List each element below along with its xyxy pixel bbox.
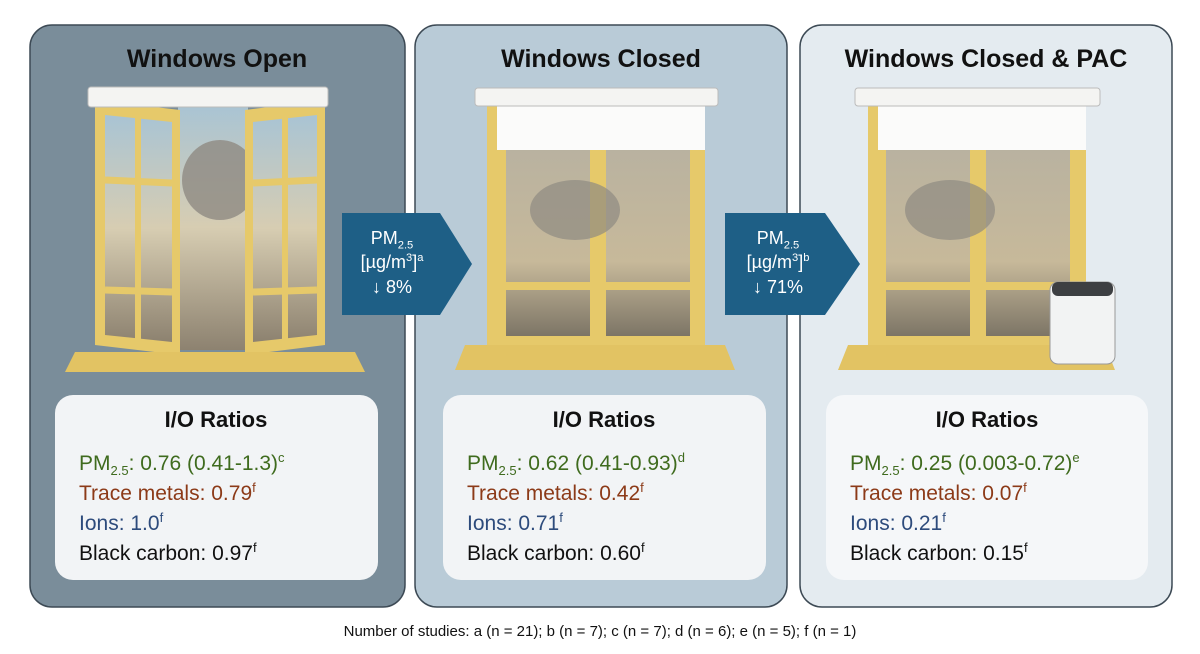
subscript: 2.5 — [498, 463, 517, 479]
arrow — [342, 213, 472, 315]
subscript: 2.5 — [397, 239, 414, 252]
subscript: 2.5 — [783, 239, 800, 252]
footnote-ref: d — [677, 450, 685, 465]
ratio-line: Trace metals: 0.07f — [850, 480, 1027, 506]
ratio-line: Trace metals: 0.42f — [467, 480, 644, 506]
arrow-unit: [µg/m — [360, 251, 406, 272]
arrow — [725, 213, 860, 315]
footnote-ref: f — [640, 480, 644, 495]
footnote-ref: f — [942, 510, 946, 525]
arrow-text: PM2.5 [µg/m3]b ↓ 71% — [747, 228, 810, 298]
arrow-line: [µg/m3]a — [361, 252, 424, 273]
footnote-ref: f — [1023, 540, 1028, 555]
footnote-ref: f — [559, 510, 563, 525]
ratio-text: Ions: 1.0 — [79, 512, 160, 535]
ratio-label: PM — [79, 452, 111, 475]
ratio-text: Black carbon: 0.97 — [79, 542, 253, 565]
arrow-unit: ] — [412, 251, 418, 272]
ratios-title: I/O Ratios — [552, 407, 656, 432]
arrow-unit: [µg/m — [746, 251, 792, 272]
panel-title: Windows Closed & PAC — [844, 45, 1128, 73]
arrow-line: [µg/m3]b — [747, 252, 810, 273]
footnote-ref: f — [159, 510, 164, 525]
ratio-text: Black carbon: 0.60 — [467, 542, 641, 565]
arrow-line: PM2.5 — [361, 228, 424, 252]
arrow-unit: ] — [798, 251, 804, 272]
ratio-line: PM2.5: 0.25 (0.003-0.72)e — [850, 450, 1080, 478]
ratio-line: Black carbon: 0.60f — [467, 540, 645, 566]
arrow-text: PM2.5 [µg/m3]a ↓ 8% — [361, 228, 424, 298]
ratio-line: Black carbon: 0.15f — [850, 540, 1028, 566]
ratio-text: : 0.25 (0.003-0.72) — [899, 452, 1073, 475]
ratio-line: PM2.5: 0.62 (0.41-0.93)d — [467, 450, 685, 478]
footnote-ref: f — [252, 540, 257, 555]
superscript: 3 — [405, 251, 413, 264]
ratio-text: Trace metals: 0.79 — [79, 482, 253, 505]
arrow-label: PM — [756, 228, 784, 248]
arrow-line: PM2.5 — [747, 228, 810, 252]
footnote: Number of studies: a (n = 21); b (n = 7)… — [343, 623, 857, 640]
arrow-label: PM — [370, 228, 398, 248]
footnote-ref: f — [1023, 480, 1027, 495]
arrow-change: ↓ 8% — [371, 276, 413, 297]
ratio-label: PM — [850, 452, 882, 475]
ratio-text: Trace metals: 0.07 — [850, 482, 1024, 505]
ratio-label: PM — [467, 452, 499, 475]
ratio-text: Ions: 0.71 — [467, 512, 560, 535]
ratio-box — [826, 395, 1148, 580]
ratio-box — [55, 395, 378, 580]
ratio-text: : 0.76 (0.41-1.3) — [128, 452, 279, 475]
superscript: 3 — [791, 251, 799, 264]
window-closed — [455, 87, 735, 370]
subscript: 2.5 — [110, 463, 129, 479]
ratio-line: Ions: 0.21f — [850, 510, 946, 536]
arrow-change: ↓ 71% — [752, 276, 804, 297]
ratio-line: Black carbon: 0.97f — [79, 540, 257, 566]
ratio-line: PM2.5: 0.76 (0.41-1.3)c — [79, 450, 285, 478]
ratio-text: Black carbon: 0.15 — [850, 542, 1024, 565]
ratio-line: Ions: 0.71f — [467, 510, 563, 536]
ratio-text: Ions: 0.21 — [850, 512, 943, 535]
panel-title: Windows Closed — [501, 45, 701, 73]
ratio-text: Trace metals: 0.42 — [467, 482, 641, 505]
footnote-ref: a — [417, 251, 424, 264]
ratios-title: I/O Ratios — [935, 407, 1039, 432]
footnote-ref: e — [1072, 450, 1080, 465]
ratio-line: Trace metals: 0.79f — [79, 480, 256, 506]
ratios-title: I/O Ratios — [164, 407, 268, 432]
panel-title: Windows Open — [126, 45, 308, 73]
ratio-box — [443, 395, 766, 580]
ratio-line: Ions: 1.0f — [79, 510, 163, 536]
footnote-ref: f — [640, 540, 645, 555]
footnote-ref: b — [803, 251, 810, 264]
footnote-ref: f — [252, 480, 256, 495]
subscript: 2.5 — [881, 463, 900, 479]
footnote-ref: c — [278, 450, 285, 465]
window-closed-pac — [838, 87, 1116, 370]
window-open — [65, 86, 365, 372]
ratio-text: : 0.62 (0.41-0.93) — [516, 452, 678, 475]
